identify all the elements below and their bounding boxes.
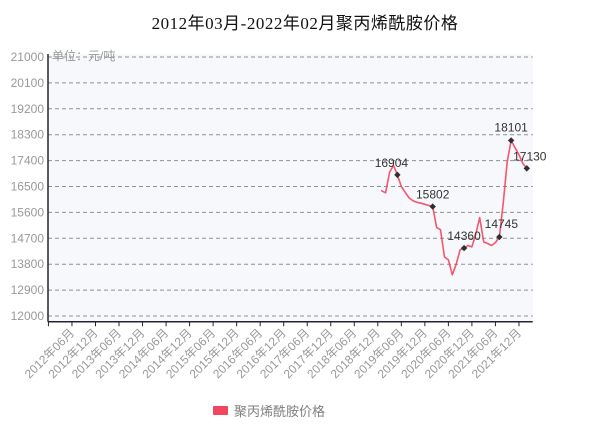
- y-axis-label: 15600: [11, 205, 45, 219]
- data-point-marker: [429, 203, 436, 210]
- data-point-label: 14745: [485, 217, 519, 231]
- legend-item[interactable]: 聚丙烯酰胺价格: [0, 401, 574, 420]
- y-axis-label: 12900: [11, 283, 45, 297]
- y-axis-label: 17400: [11, 154, 45, 168]
- data-point-label: 16904: [375, 156, 409, 170]
- data-point-label: 15802: [416, 188, 450, 202]
- data-point-marker: [496, 233, 503, 241]
- price-line: [380, 139, 528, 276]
- y-axis-label: 16500: [11, 180, 45, 194]
- legend-label: 聚丙烯酰胺价格: [233, 404, 325, 419]
- unit-label: 单位：元/吨: [52, 49, 116, 63]
- y-axis-label: 18300: [11, 128, 45, 142]
- data-point-label: 14360: [447, 229, 481, 243]
- data-point-marker: [394, 171, 401, 179]
- y-axis-label: 12000: [11, 309, 45, 323]
- data-point-marker: [460, 244, 468, 252]
- data-point-marker: [507, 137, 515, 144]
- y-axis-label: 14700: [11, 231, 45, 245]
- legend-swatch: [212, 406, 228, 415]
- data-point-marker: [523, 165, 530, 172]
- data-point-label: 17130: [513, 149, 547, 163]
- y-axis-label: 21000: [11, 50, 45, 64]
- y-axis-label: 20100: [11, 76, 45, 90]
- plot-area: [48, 54, 533, 322]
- data-point-label: 18101: [494, 120, 528, 134]
- chart-title: 2012年03月-2022年02月聚丙烯酰胺价格: [151, 14, 459, 33]
- y-axis-label: 19200: [11, 102, 45, 116]
- y-axis-label: 13800: [11, 257, 45, 271]
